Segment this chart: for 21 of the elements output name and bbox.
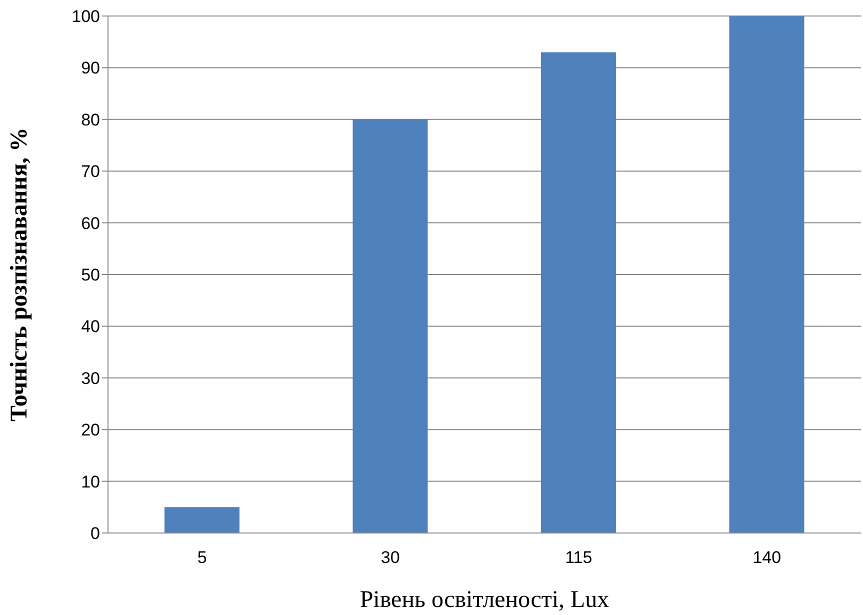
y-tick-label: 10 bbox=[81, 472, 100, 492]
x-tick-label: 5 bbox=[197, 548, 207, 568]
bar bbox=[352, 119, 428, 533]
y-tick-label: 0 bbox=[90, 524, 100, 544]
bar bbox=[540, 52, 616, 533]
y-tick-label: 80 bbox=[81, 110, 100, 130]
y-axis-title: Точність розпізнавання, % bbox=[6, 127, 33, 422]
x-axis-title: Рівень освітленості, Lux bbox=[360, 587, 610, 613]
y-tick-label: 100 bbox=[72, 7, 100, 26]
bar bbox=[729, 16, 804, 533]
y-tick-label: 70 bbox=[81, 162, 100, 182]
y-tick-label: 90 bbox=[81, 58, 100, 78]
y-tick-label: 50 bbox=[81, 266, 100, 285]
x-tick-label: 115 bbox=[565, 548, 592, 568]
y-tick-label: 40 bbox=[81, 317, 100, 336]
y-tick-label: 20 bbox=[81, 420, 100, 440]
y-tick-label: 30 bbox=[81, 368, 100, 388]
y-tick-label: 60 bbox=[81, 214, 100, 233]
x-tick-label: 30 bbox=[380, 548, 400, 568]
bar bbox=[164, 507, 240, 533]
x-tick-label: 140 bbox=[752, 548, 782, 568]
